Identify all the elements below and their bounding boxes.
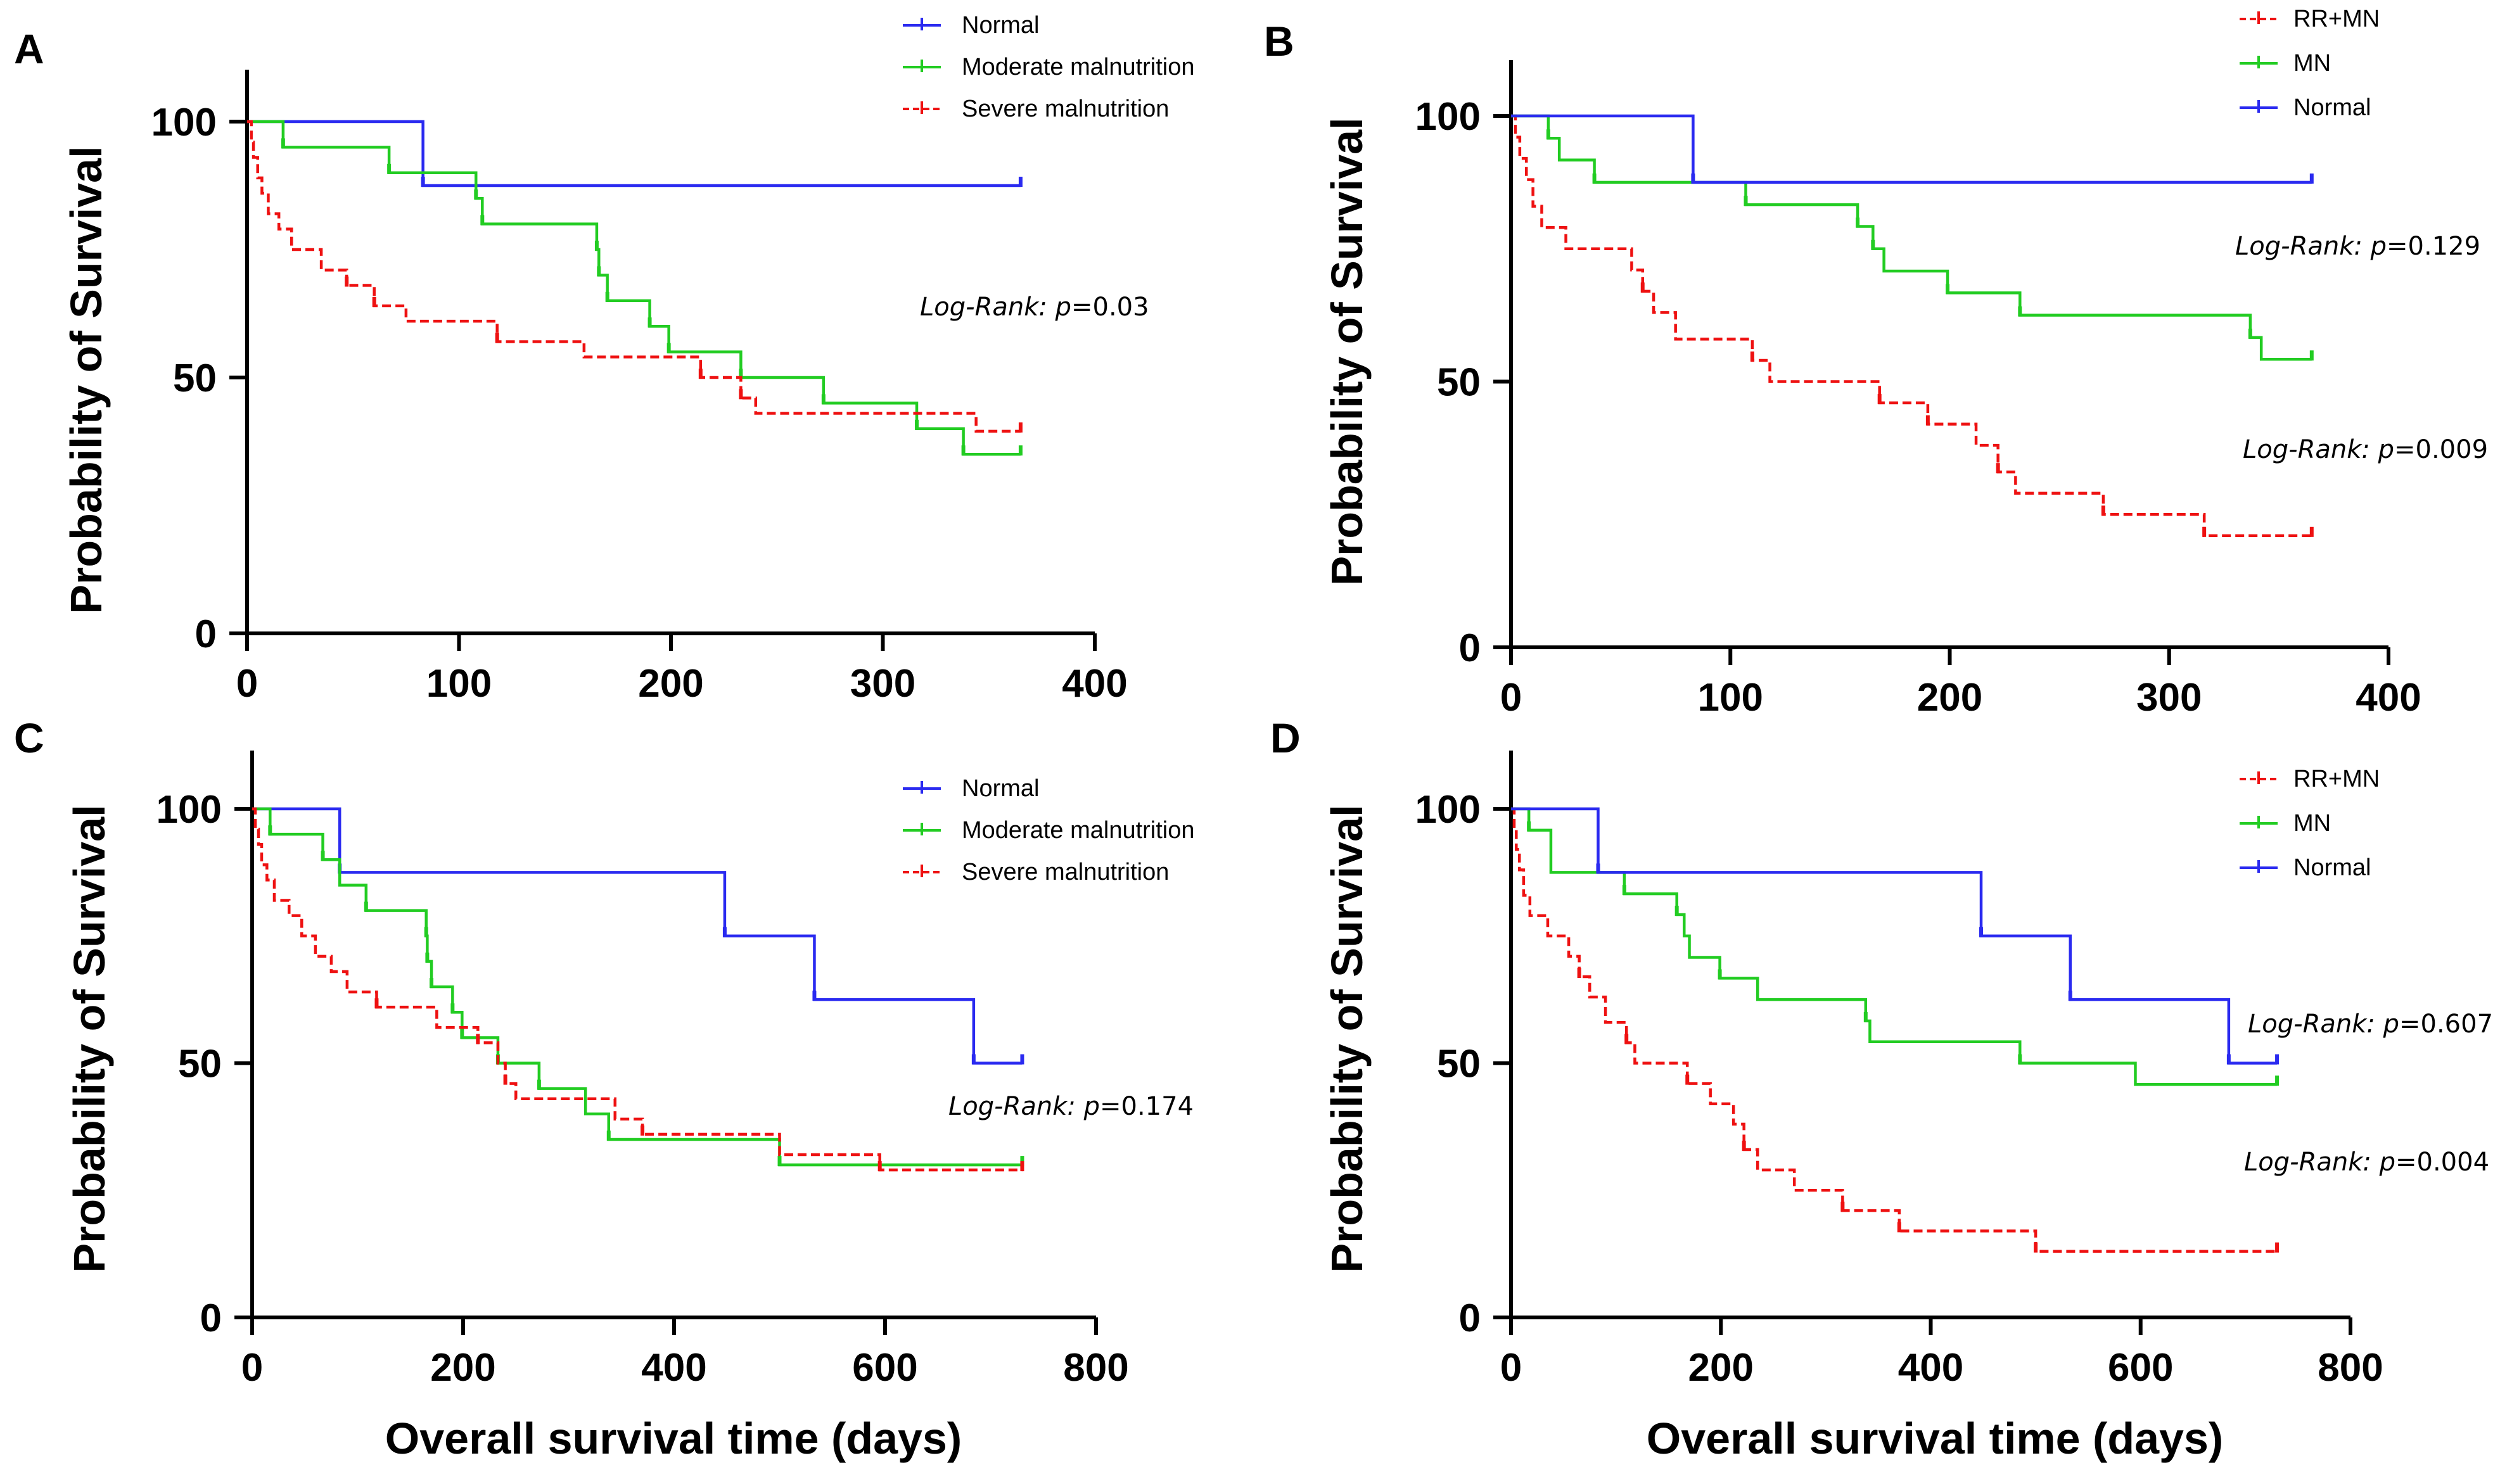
x-tick-label-c: 400: [641, 1346, 706, 1390]
legend-label-c-1: Moderate malnutrition: [962, 817, 1195, 844]
x-tick-label-a: 0: [236, 662, 258, 706]
logrank-value: =0.607: [2399, 1010, 2493, 1039]
x-tick-label-b: 300: [2136, 676, 2202, 720]
logrank-annotation-d-1: Log-Rank: p=0.004: [2244, 1148, 2489, 1177]
logrank-value: =0.009: [2394, 435, 2488, 464]
logrank-label: Log-Rank:: [948, 1092, 1084, 1121]
panel-a: 0 100 200 300 400 0 50 100 Probability of Surviv…: [14, 12, 1195, 706]
y-tick-label-b: 50: [1437, 361, 1481, 405]
logrank-value: =0.004: [2395, 1148, 2489, 1177]
legend-label-d-2: Normal: [2293, 854, 2371, 881]
logrank-label: Log-Rank:: [920, 293, 1055, 322]
logrank-pvar: p: [2379, 1148, 2395, 1177]
y-tick-label-d: 0: [1459, 1297, 1481, 1340]
y-axis-title-a: Probability of Survival: [61, 146, 111, 614]
logrank-pvar: p: [2378, 435, 2394, 464]
y-tick-label-d: 100: [1415, 788, 1481, 832]
legend-d: RR+MN MN Normal: [2240, 766, 2380, 881]
x-tick-label-c: 800: [1063, 1346, 1128, 1390]
logrank-annotation-b-0: Log-Rank: p=0.129: [2235, 232, 2480, 261]
legend-label-a-0: Normal: [962, 12, 1039, 39]
x-tick-label-a: 200: [638, 662, 703, 706]
logrank-annotation-d-0: Log-Rank: p=0.607: [2248, 1010, 2493, 1039]
x-tick-label-d: 400: [1898, 1346, 1963, 1390]
legend-label-b-2: Normal: [2293, 94, 2371, 121]
x-tick-label-b: 100: [1698, 676, 1763, 720]
series-line-c-1: [252, 807, 1023, 1167]
legend-label-a-2: Severe malnutrition: [962, 96, 1169, 122]
series-line-a-0: [247, 120, 1021, 187]
logrank-annotation-b-1: Log-Rank: p=0.009: [2243, 435, 2488, 464]
logrank-value: =0.129: [2387, 232, 2480, 261]
panel-label-b: B: [1264, 18, 1294, 65]
y-tick-label-b: 100: [1415, 95, 1481, 139]
legend-label-b-1: MN: [2293, 50, 2331, 77]
panel-b: 0 100 200 300 400 0 50 100 Probability of Surviv…: [1264, 6, 2488, 720]
x-tick-label-b: 200: [1917, 676, 1982, 720]
x-tick-label-d: 600: [2108, 1346, 2173, 1390]
y-tick-label-c: 0: [200, 1297, 222, 1340]
logrank-annotation-c-0: Log-Rank: p=0.174: [948, 1092, 1194, 1121]
y-tick-label-b: 0: [1459, 626, 1481, 670]
x-axis-title-c: Overall survival time (days): [385, 1414, 962, 1463]
x-tick-label-c: 600: [852, 1346, 917, 1390]
logrank-pvar: p: [2370, 232, 2387, 261]
logrank-value: =0.03: [1071, 293, 1149, 322]
x-axis-title-d: Overall survival time (days): [1647, 1414, 2223, 1463]
x-tick-label-a: 100: [426, 662, 492, 706]
panel-label-c: C: [14, 714, 44, 761]
x-tick-label-d: 800: [2318, 1346, 2383, 1390]
legend-label-b-0: RR+MN: [2293, 6, 2380, 32]
y-axis-title-c: Probability of Survival: [65, 804, 114, 1272]
y-tick-label-c: 50: [178, 1043, 222, 1086]
logrank-label: Log-Rank:: [2235, 232, 2371, 261]
y-tick-label-a: 100: [151, 101, 217, 144]
legend-label-d-0: RR+MN: [2293, 766, 2380, 792]
series-line-a-1: [247, 120, 1021, 456]
series-line-b-0: [1511, 114, 2312, 538]
panel-label-d: D: [1270, 714, 1301, 761]
series-line-b-1: [1511, 114, 2312, 361]
panel-d: 0 200 400 600 800 0 50 100 Probability of Surviv…: [1270, 714, 2493, 1390]
y-tick-label-a: 50: [173, 357, 217, 400]
y-tick-label-a: 0: [195, 612, 217, 656]
legend-label-d-1: MN: [2293, 810, 2331, 837]
panel-c: 0 200 400 600 800 0 50 100 Probability of Surviv…: [14, 714, 1195, 1390]
logrank-pvar: p: [1083, 1092, 1100, 1121]
series-line-d-1: [1511, 807, 2278, 1086]
legend-b: RR+MN MN Normal: [2240, 6, 2380, 121]
legend-a: Normal Moderate malnutrition Severe malnut…: [903, 12, 1195, 122]
x-tick-label-c: 200: [430, 1346, 495, 1390]
logrank-label: Log-Rank:: [2248, 1010, 2383, 1039]
x-tick-label-b: 0: [1500, 676, 1522, 720]
logrank-pvar: p: [2383, 1010, 2399, 1039]
x-tick-label-d: 0: [1500, 1346, 1522, 1390]
series-line-d-2: [1511, 807, 2278, 1065]
x-tick-label-b: 400: [2356, 676, 2421, 720]
legend-label-a-1: Moderate malnutrition: [962, 54, 1195, 80]
panel-label-a: A: [14, 25, 44, 72]
y-axis-title-b: Probability of Survival: [1322, 117, 1372, 585]
x-tick-label-d: 200: [1688, 1346, 1754, 1390]
legend-label-c-2: Severe malnutrition: [962, 859, 1169, 885]
legend-label-c-0: Normal: [962, 775, 1039, 802]
series-line-b-2: [1511, 114, 2312, 184]
y-tick-label-d: 50: [1437, 1043, 1481, 1086]
logrank-value: =0.174: [1100, 1092, 1194, 1121]
logrank-annotation-a-0: Log-Rank: p=0.03: [920, 293, 1149, 322]
x-tick-label-a: 400: [1062, 662, 1127, 706]
x-tick-label-a: 300: [850, 662, 915, 706]
series-line-c-2: [252, 807, 1023, 1172]
y-tick-label-c: 100: [156, 788, 222, 832]
series-line-a-2: [247, 120, 1021, 433]
y-axis-title-d: Probability of Survival: [1322, 804, 1372, 1272]
series-line-d-0: [1511, 807, 2278, 1253]
x-tick-label-c: 0: [241, 1346, 263, 1390]
logrank-pvar: p: [1055, 293, 1071, 322]
logrank-label: Log-Rank:: [2243, 435, 2378, 464]
series-line-c-0: [252, 807, 1023, 1065]
legend-c: Normal Moderate malnutrition Severe malnut…: [903, 775, 1195, 885]
logrank-label: Log-Rank:: [2244, 1148, 2380, 1177]
